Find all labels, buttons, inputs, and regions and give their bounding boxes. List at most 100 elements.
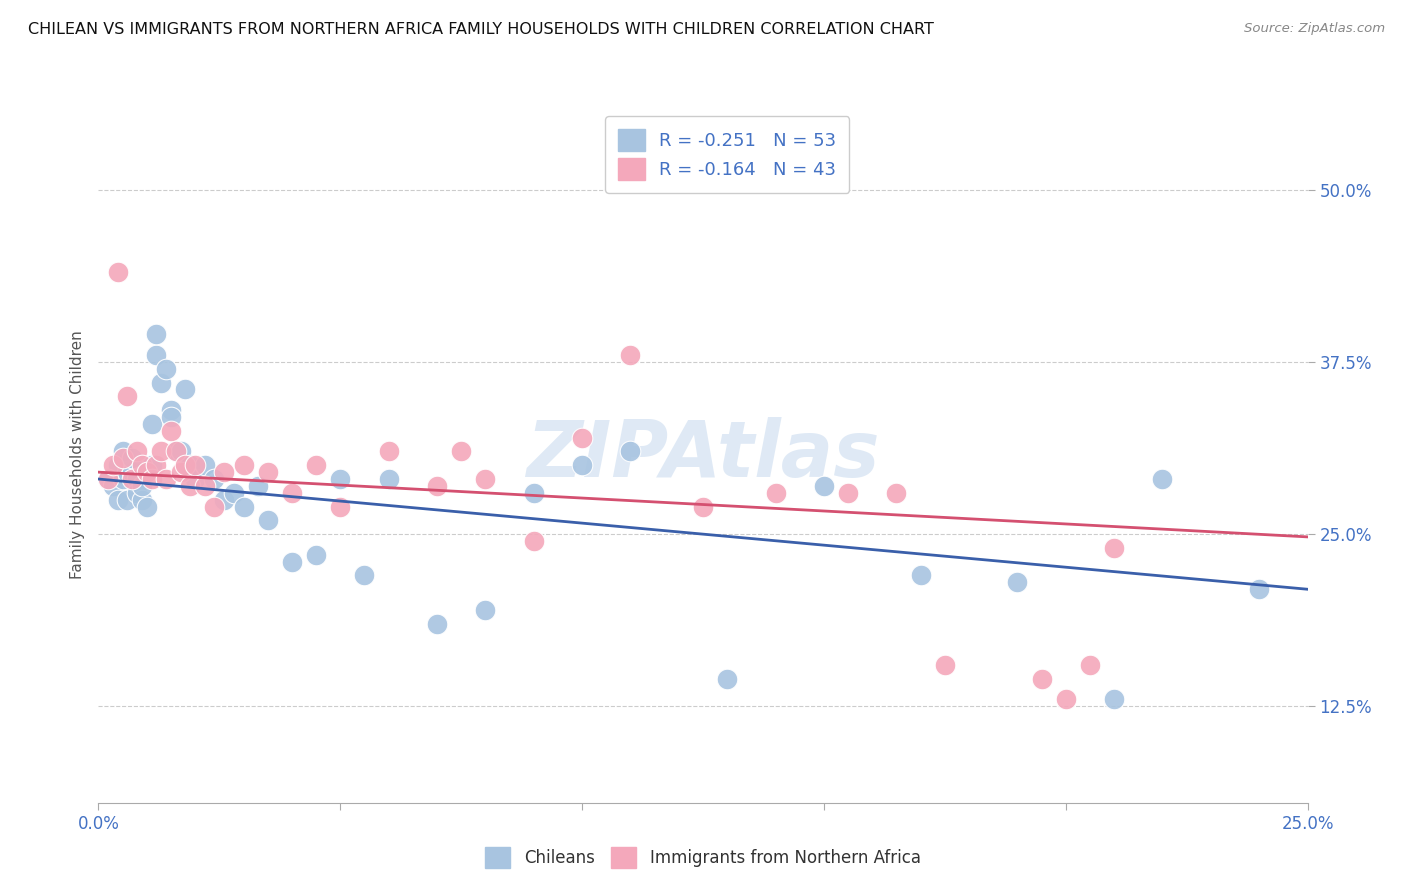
- Point: [571, 458, 593, 473]
- Point: [1102, 692, 1125, 706]
- Point: [377, 444, 399, 458]
- Point: [813, 479, 835, 493]
- Point: [155, 472, 177, 486]
- Point: [1152, 472, 1174, 486]
- Point: [174, 458, 197, 473]
- Point: [1249, 582, 1271, 597]
- Legend: Chileans, Immigrants from Northern Africa: Chileans, Immigrants from Northern Afric…: [478, 841, 928, 874]
- Point: [117, 389, 139, 403]
- Point: [155, 361, 177, 376]
- Point: [910, 568, 932, 582]
- Point: [765, 485, 787, 500]
- Point: [101, 479, 124, 493]
- Point: [179, 479, 201, 493]
- Point: [160, 410, 183, 425]
- Point: [179, 458, 201, 473]
- Point: [131, 492, 153, 507]
- Point: [184, 472, 207, 486]
- Point: [619, 444, 641, 458]
- Point: [305, 548, 328, 562]
- Point: [934, 658, 956, 673]
- Point: [121, 465, 143, 479]
- Point: [97, 472, 120, 486]
- Point: [1102, 541, 1125, 555]
- Point: [426, 479, 449, 493]
- Point: [121, 472, 143, 486]
- Point: [194, 458, 217, 473]
- Point: [135, 465, 157, 479]
- Point: [1031, 672, 1053, 686]
- Point: [160, 424, 183, 438]
- Point: [145, 348, 167, 362]
- Point: [1054, 692, 1077, 706]
- Point: [256, 513, 278, 527]
- Point: [329, 500, 352, 514]
- Point: [716, 672, 738, 686]
- Point: [121, 451, 143, 466]
- Point: [107, 265, 129, 279]
- Point: [169, 465, 191, 479]
- Point: [107, 458, 129, 473]
- Text: Source: ZipAtlas.com: Source: ZipAtlas.com: [1244, 22, 1385, 36]
- Point: [135, 500, 157, 514]
- Point: [145, 458, 167, 473]
- Point: [281, 555, 304, 569]
- Point: [329, 472, 352, 486]
- Point: [127, 485, 149, 500]
- Point: [474, 603, 496, 617]
- Point: [837, 485, 859, 500]
- Point: [165, 444, 187, 458]
- Point: [150, 444, 173, 458]
- Point: [1007, 575, 1029, 590]
- Point: [571, 431, 593, 445]
- Point: [1078, 658, 1101, 673]
- Point: [305, 458, 328, 473]
- Point: [232, 458, 254, 473]
- Point: [111, 451, 134, 466]
- Point: [256, 465, 278, 479]
- Point: [212, 492, 235, 507]
- Point: [204, 472, 226, 486]
- Point: [886, 485, 908, 500]
- Point: [523, 534, 546, 549]
- Point: [127, 472, 149, 486]
- Point: [353, 568, 375, 582]
- Point: [184, 458, 207, 473]
- Text: CHILEAN VS IMMIGRANTS FROM NORTHERN AFRICA FAMILY HOUSEHOLDS WITH CHILDREN CORRE: CHILEAN VS IMMIGRANTS FROM NORTHERN AFRI…: [28, 22, 934, 37]
- Point: [692, 500, 714, 514]
- Point: [169, 444, 191, 458]
- Text: ZIPAtlas: ZIPAtlas: [526, 417, 880, 493]
- Point: [111, 444, 134, 458]
- Point: [107, 492, 129, 507]
- Point: [174, 383, 197, 397]
- Point: [426, 616, 449, 631]
- Point: [450, 444, 472, 458]
- Point: [150, 376, 173, 390]
- Point: [165, 444, 187, 458]
- Point: [377, 472, 399, 486]
- Point: [127, 444, 149, 458]
- Point: [141, 458, 163, 473]
- Point: [281, 485, 304, 500]
- Point: [131, 458, 153, 473]
- Point: [117, 492, 139, 507]
- Point: [117, 465, 139, 479]
- Point: [145, 327, 167, 342]
- Point: [141, 472, 163, 486]
- Point: [222, 485, 245, 500]
- Point: [131, 479, 153, 493]
- Point: [135, 465, 157, 479]
- Point: [97, 472, 120, 486]
- Y-axis label: Family Households with Children: Family Households with Children: [69, 331, 84, 579]
- Point: [474, 472, 496, 486]
- Point: [111, 472, 134, 486]
- Point: [101, 458, 124, 473]
- Point: [247, 479, 270, 493]
- Point: [523, 485, 546, 500]
- Point: [141, 417, 163, 431]
- Point: [204, 500, 226, 514]
- Point: [619, 348, 641, 362]
- Point: [160, 403, 183, 417]
- Point: [232, 500, 254, 514]
- Point: [194, 479, 217, 493]
